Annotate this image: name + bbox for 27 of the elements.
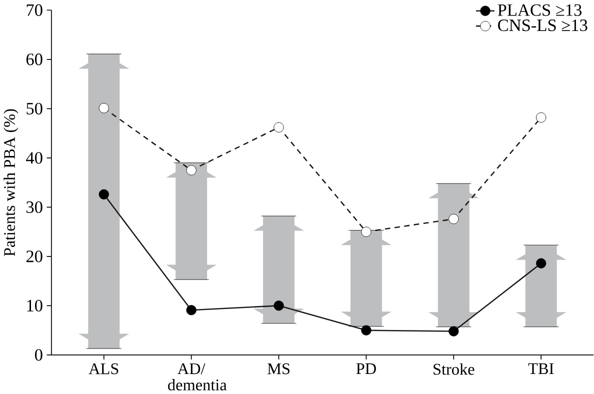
x-tick-label: Stroke — [434, 363, 474, 375]
legend-label: PLACS ≥13 — [498, 4, 582, 16]
y-tick-label: 30 — [26, 201, 42, 213]
y-tick-label: 0 — [35, 349, 42, 361]
point — [98, 189, 109, 200]
point — [274, 300, 284, 311]
y-tick-label: 10 — [27, 300, 42, 312]
point — [186, 165, 196, 176]
y-axis-title: Patients with PBA (%) — [4, 109, 18, 256]
point — [361, 325, 372, 336]
y-tick-label: 20 — [26, 250, 42, 262]
point — [448, 214, 459, 224]
y-tick-label: 50 — [26, 102, 42, 114]
point — [98, 103, 109, 114]
y-tick-label: 40 — [26, 152, 42, 164]
x-tick-label: TBI — [528, 363, 554, 374]
legend-label: CNS-LS ≥13 — [498, 20, 588, 32]
x-tick-label: ALS — [88, 363, 118, 374]
y-tick-label: 70 — [26, 4, 42, 16]
point — [448, 326, 459, 336]
x-tick-label: AD/ dementia — [168, 363, 227, 390]
x-tick-label: MS — [268, 363, 290, 374]
point — [186, 305, 196, 316]
point — [361, 226, 372, 237]
y-tick-label: 60 — [26, 54, 42, 66]
x-tick-label: PD — [356, 363, 376, 374]
point — [536, 258, 546, 268]
